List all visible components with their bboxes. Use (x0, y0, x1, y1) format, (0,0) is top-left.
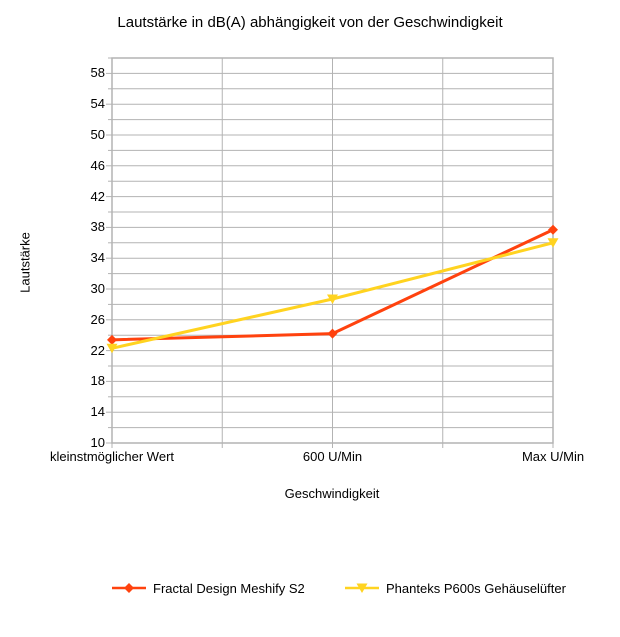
legend-marker (356, 583, 368, 593)
y-tick-label: 10 (90, 435, 105, 450)
x-tick-label: 600 U/Min (302, 449, 363, 464)
data-point-marker-1 (547, 238, 559, 248)
legend-label: Fractal Design Meshify S2 (153, 580, 305, 596)
data-point-marker-0 (548, 224, 558, 235)
y-tick-label: 50 (90, 127, 105, 142)
legend-item-fractal: Fractal Design Meshify S2 (112, 580, 305, 596)
plot-area (106, 57, 559, 448)
data-point-marker-1 (106, 343, 118, 354)
data-point-marker-1 (327, 294, 338, 305)
data-point-marker-0 (107, 334, 117, 345)
y-tick-label: 54 (90, 96, 105, 112)
y-tick-label: 18 (90, 373, 105, 389)
y-tick-label: 30 (90, 281, 105, 296)
chart-title: Lautstärke in dB(A) abhängigkeit von der… (117, 14, 503, 31)
y-tick-label: 58 (90, 65, 105, 81)
y-tick-label: 14 (90, 404, 105, 420)
data-point-marker-0 (327, 328, 338, 339)
legend-line-triangle-icon (345, 583, 379, 593)
legend-line-diamond-icon (112, 583, 146, 593)
y-tick-label: 42 (90, 188, 105, 204)
x-tick-label: kleinstmöglicher Wert (49, 449, 175, 464)
legend-item-phanteks: Phanteks P600s Gehäuselüfter (345, 580, 566, 596)
y-tick-label: 38 (90, 219, 105, 235)
y-tick-label: 46 (90, 157, 105, 173)
legend-marker (124, 583, 134, 593)
y-tick-label: 22 (90, 342, 105, 358)
y-tick-label: 34 (90, 250, 105, 266)
legend-label: Phanteks P600s Gehäuselüfter (386, 580, 566, 596)
y-tick-label: 26 (90, 311, 105, 327)
x-tick-label: Max U/Min (521, 449, 585, 464)
x-axis-title: Geschwindigkeit (284, 486, 380, 501)
y-axis-title: Lautstärke (17, 232, 33, 293)
